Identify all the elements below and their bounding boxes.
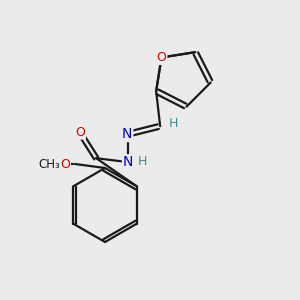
Text: H: H <box>137 155 147 168</box>
Text: N: N <box>122 127 132 141</box>
Text: CH₃: CH₃ <box>38 158 60 170</box>
Text: O: O <box>75 126 85 139</box>
Text: N: N <box>123 155 133 169</box>
Text: O: O <box>60 158 70 170</box>
Text: O: O <box>157 51 166 64</box>
Text: H: H <box>169 117 178 130</box>
